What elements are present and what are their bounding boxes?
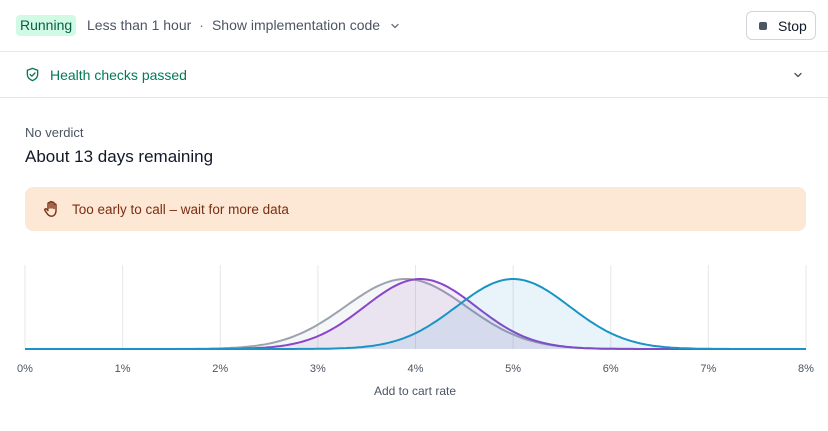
verdict-text: No verdict bbox=[25, 125, 84, 140]
experiment-meta: Less than 1 hour · Show implementation c… bbox=[87, 17, 400, 34]
chevron-down-icon[interactable] bbox=[792, 69, 804, 81]
health-checks-row[interactable]: Health checks passed bbox=[0, 52, 828, 98]
distribution-chart-svg: 0% 1% 2% 3% 4% 5% 6% 7% 8% Add to cart rate bbox=[17, 265, 814, 398]
x-tick-label: 3% bbox=[310, 363, 326, 375]
remaining-text: About 13 days remaining bbox=[25, 147, 214, 166]
hand-stop-icon bbox=[44, 200, 57, 217]
series-area-1 bbox=[25, 279, 806, 349]
alert-message: Too early to call – wait for more data bbox=[72, 202, 289, 217]
stop-icon bbox=[759, 21, 767, 30]
stop-label: Stop bbox=[778, 17, 807, 34]
series-layer bbox=[25, 278, 806, 350]
show-implementation-link[interactable]: Show implementation code bbox=[212, 17, 400, 34]
x-tick-label: 8% bbox=[798, 363, 814, 375]
x-tick-label: 6% bbox=[603, 363, 619, 375]
x-axis-title: Add to cart rate bbox=[374, 384, 456, 398]
status-badge: Running bbox=[16, 15, 77, 36]
series-area-3 bbox=[25, 279, 806, 349]
x-tick-labels: 0% 1% 2% 3% 4% 5% 6% 7% 8% bbox=[17, 363, 814, 375]
stop-button[interactable]: Stop bbox=[746, 11, 816, 40]
shield-check-icon bbox=[26, 67, 39, 82]
x-tick-label: 5% bbox=[505, 363, 521, 375]
meta-separator: · bbox=[199, 17, 204, 33]
top-bar: Running Less than 1 hour · Show implemen… bbox=[0, 0, 828, 52]
health-checks-label: Health checks passed bbox=[50, 67, 187, 83]
x-tick-label: 4% bbox=[408, 363, 424, 375]
series-area-2 bbox=[25, 279, 806, 349]
x-tick-label: 1% bbox=[115, 363, 131, 375]
x-tick-label: 7% bbox=[700, 363, 716, 375]
early-call-alert: Too early to call – wait for more data bbox=[25, 187, 806, 231]
distribution-chart: 0% 1% 2% 3% 4% 5% 6% 7% 8% Add to cart rate bbox=[0, 255, 828, 426]
x-tick-label: 0% bbox=[17, 363, 33, 375]
duration-text: Less than 1 hour bbox=[87, 17, 192, 33]
series-line-3 bbox=[25, 278, 806, 350]
chevron-down-icon bbox=[391, 23, 399, 28]
show-implementation-label: Show implementation code bbox=[211, 17, 381, 33]
x-tick-label: 2% bbox=[212, 363, 228, 375]
